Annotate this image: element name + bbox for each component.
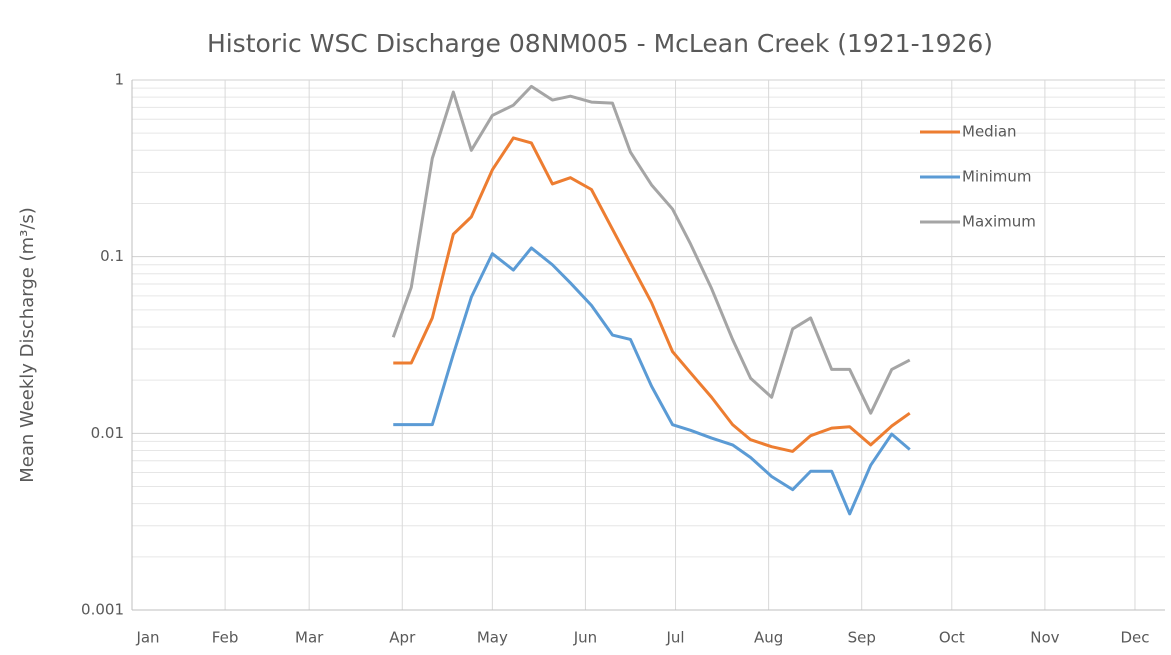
y-tick-label: 0.001 (81, 601, 124, 619)
x-tick-label: Feb (212, 629, 239, 647)
legend-label: Minimum (962, 168, 1032, 186)
series-line (391, 84, 911, 415)
x-tick-label: Oct (939, 629, 965, 647)
series-line (393, 136, 911, 453)
x-tick-label: Nov (1030, 629, 1059, 647)
x-tick-label: Aug (754, 629, 783, 647)
x-tick-label: Jan (135, 629, 159, 647)
x-tick-label: Dec (1120, 629, 1149, 647)
y-axis-title: Mean Weekly Discharge (m³/s) (17, 207, 38, 483)
legend-label: Median (962, 123, 1017, 141)
x-tick-label: May (477, 629, 508, 647)
y-tick-label: 0.1 (100, 247, 124, 265)
x-tick-label: Mar (295, 629, 324, 647)
y-tick-label: 1 (114, 71, 124, 89)
x-tick-label: Jul (665, 629, 684, 647)
chart-title: Historic WSC Discharge 08NM005 - McLean … (207, 29, 993, 58)
x-tick-label: Apr (389, 629, 416, 647)
x-tick-label: Jun (573, 629, 597, 647)
legend-label: Maximum (962, 213, 1036, 231)
y-tick-label: 0.01 (91, 424, 124, 442)
series-line (393, 246, 911, 516)
x-tick-label: Sep (848, 629, 876, 647)
